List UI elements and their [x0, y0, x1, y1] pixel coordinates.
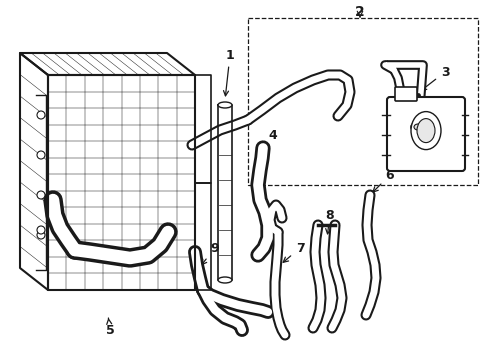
Text: 9: 9 — [201, 242, 220, 265]
Ellipse shape — [411, 112, 441, 150]
Text: 3: 3 — [421, 66, 449, 90]
Text: 5: 5 — [106, 318, 114, 337]
Circle shape — [37, 226, 45, 234]
Ellipse shape — [414, 124, 422, 130]
Ellipse shape — [417, 118, 435, 143]
Circle shape — [37, 231, 45, 239]
FancyBboxPatch shape — [395, 87, 417, 101]
Text: 1: 1 — [223, 49, 234, 96]
Ellipse shape — [218, 277, 232, 283]
Circle shape — [37, 151, 45, 159]
Text: 8: 8 — [326, 208, 334, 234]
Text: 2: 2 — [355, 5, 365, 19]
Text: 4: 4 — [264, 129, 277, 147]
Text: 6: 6 — [373, 168, 394, 192]
Text: 7: 7 — [283, 242, 304, 262]
Ellipse shape — [411, 122, 425, 132]
FancyBboxPatch shape — [387, 97, 465, 171]
Circle shape — [37, 191, 45, 199]
Ellipse shape — [218, 102, 232, 108]
Circle shape — [37, 111, 45, 119]
